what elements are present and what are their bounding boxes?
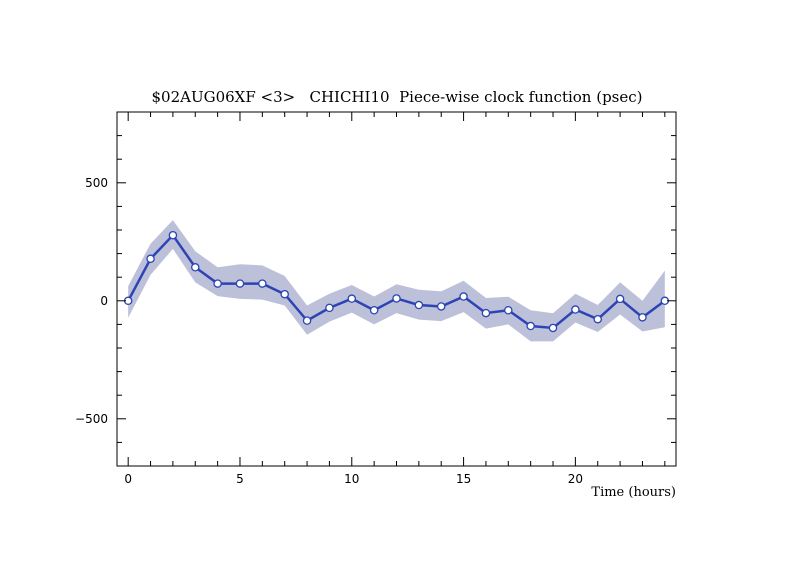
data-point bbox=[459, 292, 468, 301]
data-markers bbox=[123, 230, 670, 333]
data-point bbox=[436, 302, 446, 311]
y-tick-label: −500 bbox=[75, 412, 108, 426]
y-tick-label: 500 bbox=[85, 176, 108, 190]
data-point bbox=[168, 230, 178, 240]
data-point bbox=[235, 279, 245, 288]
data-point bbox=[302, 316, 312, 325]
chart-title: $02AUG06XF <3> CHICHI10 Piece-wise clock… bbox=[151, 88, 642, 106]
data-point bbox=[548, 323, 558, 333]
data-point bbox=[504, 305, 513, 315]
data-point bbox=[280, 289, 289, 299]
data-point bbox=[213, 279, 222, 288]
data-point bbox=[638, 313, 647, 322]
x-tick-label: 15 bbox=[456, 472, 471, 486]
data-point bbox=[571, 305, 580, 314]
data-point bbox=[392, 294, 401, 303]
confidence-band bbox=[128, 220, 665, 342]
data-point bbox=[369, 305, 379, 315]
data-point bbox=[258, 279, 267, 288]
data-point bbox=[146, 254, 155, 264]
data-point bbox=[526, 321, 535, 331]
x-tick-label: 10 bbox=[344, 472, 359, 486]
x-axis-label: Time (hours) bbox=[591, 485, 676, 500]
data-point bbox=[414, 300, 424, 310]
uncertainty-band bbox=[128, 220, 665, 342]
tick-labels: 0 5 10 15 20 −500 0 500 bbox=[75, 176, 583, 486]
x-tick-label: 5 bbox=[236, 472, 244, 486]
data-point bbox=[481, 308, 491, 318]
y-tick-label: 0 bbox=[100, 294, 108, 308]
axes bbox=[116, 111, 677, 467]
data-point bbox=[615, 294, 625, 304]
data-point bbox=[593, 314, 602, 324]
data-point bbox=[191, 263, 200, 272]
data-point bbox=[347, 294, 357, 303]
x-tick-label: 0 bbox=[124, 472, 132, 486]
x-tick-label: 20 bbox=[568, 472, 583, 486]
data-point bbox=[325, 303, 334, 313]
